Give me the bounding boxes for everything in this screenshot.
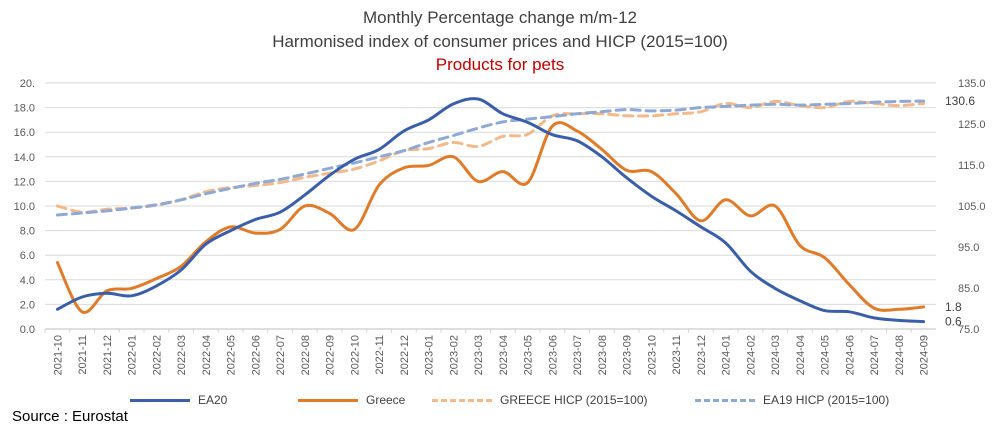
x-axis-tick-label: 2024-01 — [721, 335, 733, 375]
x-axis-tick-label: 2023-08 — [597, 335, 609, 375]
x-axis-tick-label: 2022-12 — [399, 335, 411, 375]
right-axis-tick-label: 95.0 — [958, 242, 979, 254]
x-axis-tick-label: 2022-01 — [127, 335, 139, 375]
x-axis-tick-label: 2024-05 — [820, 335, 832, 375]
x-axis-tick-label: 2022-09 — [325, 335, 337, 375]
left-axis-tick-label: 6.0 — [20, 250, 35, 262]
legend-swatch-greece — [298, 398, 358, 402]
legend-swatch-ea20 — [130, 398, 190, 402]
x-axis-tick-label: 2022-11 — [374, 335, 386, 375]
x-axis-tick-label: 2024-09 — [919, 335, 931, 375]
legend-item-greece-hicp: GREECE HICP (2015=100) — [432, 392, 648, 408]
x-axis-tick-label: 2024-04 — [795, 335, 807, 375]
legend-swatch-greece-hicp — [432, 398, 492, 402]
x-axis-tick-label: 2023-12 — [696, 335, 708, 375]
right-axis-tick-label: 115.0 — [958, 160, 985, 172]
legend-label-ea19-hicp: EA19 HICP (2015=100) — [763, 393, 890, 407]
series-line-ea20 — [55, 97, 926, 324]
source-note: Source : Eurostat — [12, 408, 128, 425]
end-value-label: 130.6 — [945, 94, 975, 108]
series-line-ea19-hicp-2015-100 — [55, 99, 926, 217]
x-axis-tick-label: 2023-01 — [424, 335, 436, 375]
line-chart: 0.0 2.0 4.0 6.0 8.0 10.0 12.0 14.0 16.0 18.0 20. 75… — [14, 78, 986, 375]
x-axis-tick-label: 2023-02 — [448, 335, 460, 375]
left-axis-tick-label: 18.0 — [14, 103, 35, 115]
x-axis-tick-label: 2022-08 — [300, 335, 312, 375]
x-axis-tick-label: 2024-08 — [894, 335, 906, 375]
x-axis-tick-label: 2022-04 — [201, 335, 213, 375]
series-line-greece-hicp-2015-100 — [55, 99, 926, 214]
chart-subtitle: Harmonised index of consumer prices and … — [272, 32, 728, 51]
x-axis-tick-label: 2023-09 — [622, 335, 634, 375]
legend-label-ea20: EA20 — [198, 393, 228, 407]
x-axis-tick-label: 2022-07 — [275, 335, 287, 375]
chart-legend: EA20 Greece GREECE HICP (2015=100) EA19 … — [0, 392, 1000, 408]
x-axis-tick-label: 2023-05 — [523, 335, 535, 375]
left-axis-tick-label: 8.0 — [20, 226, 35, 238]
right-axis-tick-label: 75.0 — [958, 324, 979, 336]
legend-label-greece-hicp: GREECE HICP (2015=100) — [500, 393, 648, 407]
right-axis-tick-label: 105.0 — [958, 201, 986, 213]
left-axis-tick-label: 2.0 — [20, 299, 35, 311]
x-axis-tick-label: 2022-02 — [151, 335, 163, 375]
legend-item-ea20: EA20 — [130, 392, 227, 408]
x-axis-tick-label: 2022-05 — [226, 335, 238, 375]
chart-title: Monthly Percentage change m/m-12 — [362, 8, 638, 27]
legend-item-greece: Greece — [298, 392, 405, 408]
x-axis-tick-label: 2024-06 — [844, 335, 856, 375]
right-axis-tick-label: 125.0 — [958, 119, 986, 131]
legend-item-ea19-hicp: EA19 HICP (2015=100) — [695, 392, 889, 408]
left-axis-tick-label: 4.0 — [20, 275, 35, 287]
left-axis-tick-label: 20. — [20, 78, 35, 90]
left-axis-tick-label: 10.0 — [14, 201, 35, 213]
x-axis-tick-label: 2023-10 — [646, 335, 658, 375]
x-axis-tick-label: 2023-07 — [572, 335, 584, 375]
x-axis-tick-label: 2023-04 — [498, 335, 510, 375]
left-axis-tick-label: 12.0 — [14, 176, 35, 188]
x-axis-tick-label: 2023-06 — [547, 335, 559, 375]
x-axis-tick-label: 2024-02 — [745, 335, 757, 375]
left-axis-tick-label: 16.0 — [14, 127, 35, 139]
right-axis-tick-label: 85.0 — [958, 283, 979, 295]
legend-swatch-ea19-hicp — [695, 398, 755, 402]
x-axis-tick-label: 2021-11 — [77, 335, 89, 375]
end-value-label: 1.8 — [945, 300, 962, 314]
left-axis-tick-label: 14.0 — [14, 152, 35, 164]
left-axis-tick-label: 0.0 — [20, 324, 35, 336]
x-axis-tick-label: 2021-12 — [102, 335, 114, 375]
legend-label-greece: Greece — [366, 393, 406, 407]
series-line-greece — [55, 121, 926, 314]
x-axis-tick-label: 2023-03 — [473, 335, 485, 375]
end-value-label: 0.6 — [945, 315, 962, 329]
x-axis-tick-label: 2022-06 — [250, 335, 262, 375]
right-axis-tick-label: 135.0 — [958, 78, 986, 90]
x-axis-tick-label: 2024-07 — [869, 335, 881, 375]
x-axis-tick-label: 2022-10 — [349, 335, 361, 375]
x-axis-tick-label: 2022-03 — [176, 335, 188, 375]
x-axis-tick-label: 2024-03 — [770, 335, 782, 375]
x-axis-tick-label: 2023-11 — [671, 335, 683, 375]
chart-subtitle-products: Products for pets — [435, 55, 565, 74]
x-axis-tick-label: 2021-10 — [52, 335, 64, 375]
